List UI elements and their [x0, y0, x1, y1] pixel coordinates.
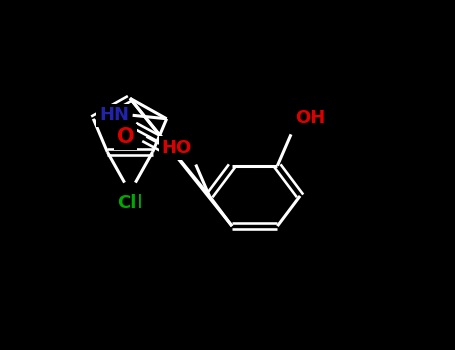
Text: O: O	[117, 127, 134, 147]
Text: Cl: Cl	[117, 194, 136, 212]
Text: OH: OH	[295, 109, 325, 127]
Text: HN: HN	[99, 106, 129, 124]
Text: HO: HO	[162, 139, 192, 157]
Text: Cl: Cl	[123, 194, 143, 212]
